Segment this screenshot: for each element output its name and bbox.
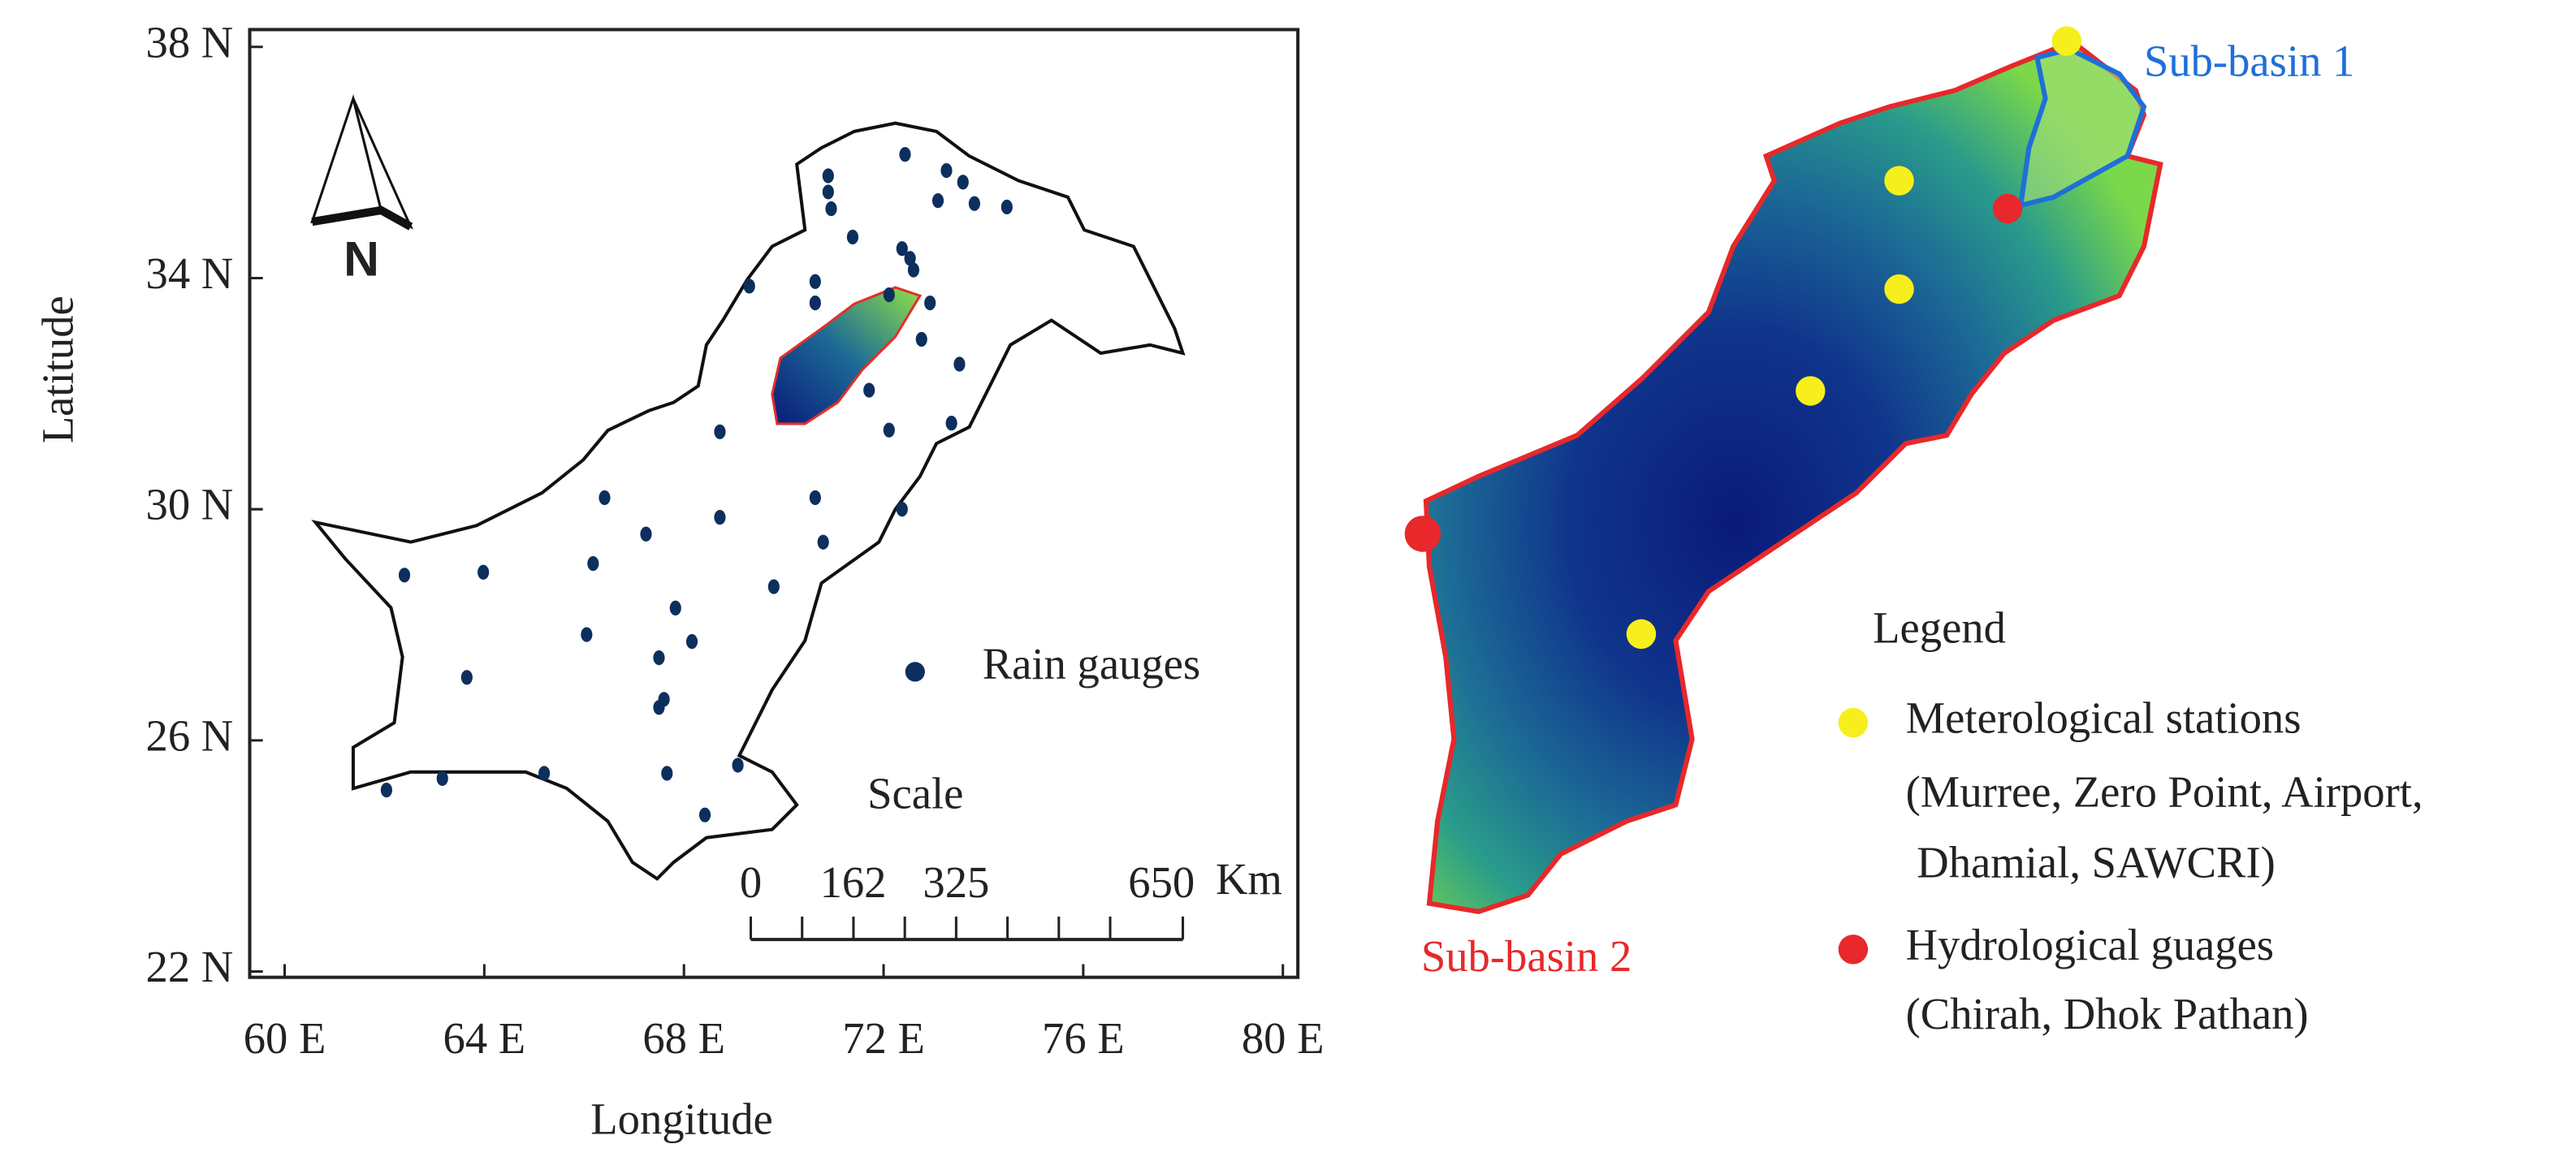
rain-gauge <box>957 175 969 190</box>
rain-gauge <box>767 579 780 594</box>
legend-label: (Chirah, Dhok Pathan) <box>1906 989 2309 1038</box>
rain-gauge <box>1001 199 1013 215</box>
sub-basin-2-label: Sub-basin 2 <box>1421 931 1632 981</box>
legend-marker <box>1838 707 1869 738</box>
map-frame <box>248 28 1300 979</box>
rain-gauge <box>953 356 966 372</box>
met-station <box>1796 376 1826 406</box>
scale-label: 650 <box>1128 857 1195 907</box>
legend-label: (Murree, Zero Point, Airport, <box>1906 767 2423 817</box>
rain-gauge <box>743 278 755 294</box>
rain-gauge <box>581 627 593 642</box>
rain-gauge <box>968 196 980 211</box>
rain-gauge <box>538 766 551 781</box>
rain-gauge <box>436 771 448 786</box>
legend-label: Hydrological guages <box>1906 920 2274 969</box>
met-station <box>1884 166 1914 196</box>
legend-label: Meterological stations <box>1906 693 2302 743</box>
met-station <box>1626 619 1657 650</box>
sub-basin-1-label: Sub-basin 1 <box>2144 36 2354 85</box>
rain-gauge <box>883 422 895 438</box>
rain-gauge <box>669 600 681 615</box>
rain-gauge <box>822 184 834 200</box>
rain-gauge <box>714 424 726 439</box>
rain-gauge <box>809 295 821 311</box>
met-station <box>1884 274 1914 304</box>
rain-gauge <box>896 241 908 257</box>
x-axis-label: Longitude <box>590 1094 772 1143</box>
rain-gauge <box>904 251 916 266</box>
hydro-gauge <box>1992 193 2023 224</box>
north-label: N <box>344 231 379 287</box>
legend-label: Dhamial, SAWCRI) <box>1906 838 2276 887</box>
rain-gauge <box>599 490 611 506</box>
rain-gauge <box>924 295 936 311</box>
basin-outline <box>1423 43 2163 914</box>
scale-title: Scale <box>867 769 963 818</box>
rain-gauge <box>478 564 490 580</box>
country-outline <box>311 121 1186 881</box>
rain-gauge <box>809 490 821 506</box>
rain-gauge <box>661 766 673 781</box>
legend-marker <box>905 662 925 682</box>
rain-gauge <box>863 382 875 398</box>
rain-gauge <box>915 331 927 348</box>
rain-gauge <box>940 162 953 179</box>
rain-gauge <box>460 670 473 685</box>
rain-gauge <box>640 526 652 542</box>
rain-gauge <box>587 555 599 572</box>
y-tick-label: 30 N <box>146 480 234 529</box>
y-tick-label: 38 N <box>146 17 234 67</box>
rain-gauge <box>822 168 834 183</box>
rain-gauge <box>653 650 665 666</box>
x-tick-label: 76 E <box>1042 1013 1125 1063</box>
rain-gauge <box>380 782 392 798</box>
legend-title: Legend <box>1873 602 2006 652</box>
north-arrow <box>311 205 413 231</box>
rain-gauge <box>653 700 665 715</box>
rain-gauge <box>809 274 821 289</box>
legend-label: Rain gauges <box>983 639 1200 689</box>
y-tick-label: 22 N <box>146 942 234 991</box>
rain-gauge <box>907 262 919 278</box>
y-axis-label: Latitude <box>32 296 82 443</box>
rain-gauge <box>883 287 895 303</box>
rain-gauge <box>899 147 911 162</box>
scale-label: 162 <box>820 857 887 907</box>
rain-gauge <box>685 634 698 650</box>
rain-gauge <box>825 201 837 217</box>
rain-gauge <box>732 758 744 773</box>
met-station <box>2051 26 2082 56</box>
scale-label: 325 <box>923 857 989 907</box>
rain-gauge <box>896 502 908 517</box>
x-tick-label: 64 E <box>443 1013 526 1063</box>
rain-gauge <box>817 534 829 550</box>
scale-label: 0 <box>740 857 762 907</box>
rain-gauge <box>698 807 711 822</box>
rain-gauge <box>398 568 411 583</box>
y-tick-label: 26 N <box>146 710 234 760</box>
hydro-gauge <box>1404 516 1441 552</box>
rain-gauge <box>714 510 726 525</box>
x-tick-label: 80 E <box>1242 1013 1325 1063</box>
legend-marker <box>1838 935 1869 965</box>
rain-gauge <box>931 193 944 209</box>
x-tick-label: 72 E <box>842 1013 925 1063</box>
rain-gauge <box>846 229 858 245</box>
x-tick-label: 68 E <box>642 1013 725 1063</box>
rain-gauge <box>945 416 957 431</box>
sub-basin-1 <box>2017 46 2147 209</box>
basin-inset <box>771 286 923 425</box>
y-tick-label: 34 N <box>146 248 234 298</box>
x-tick-label: 60 E <box>244 1013 326 1063</box>
scale-unit: Km <box>1216 854 1282 904</box>
